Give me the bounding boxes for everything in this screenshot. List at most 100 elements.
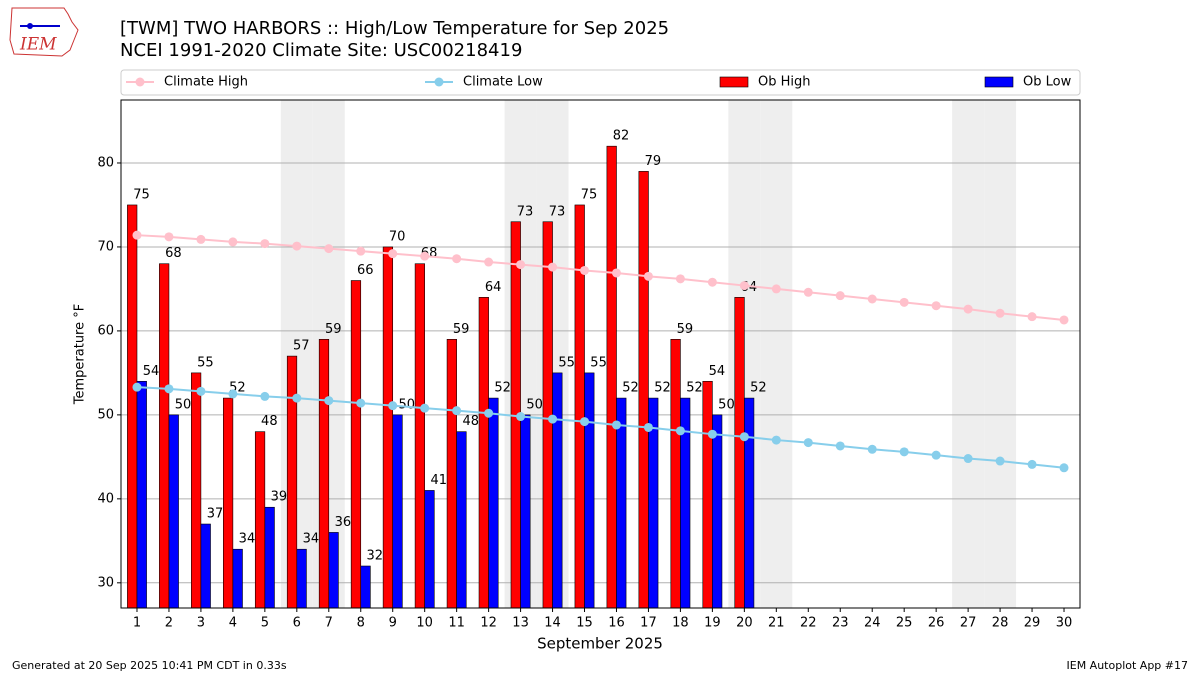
legend-swatch [719,76,749,88]
y-tick-label: 80 [97,155,114,170]
bar-value-label: 82 [613,129,630,144]
bar [702,380,713,609]
bar-value-label: 70 [389,229,406,244]
bar [159,263,170,609]
bar-value-label: 52 [494,381,511,396]
line-point [132,230,142,240]
x-axis-label: September 2025 [537,635,663,653]
line-point [420,251,430,261]
line-point [356,246,366,256]
line-point [643,422,653,432]
bar [670,339,681,609]
bar [606,145,617,609]
x-tick-label: 11 [448,616,465,631]
line-point [484,408,494,418]
x-tick-label: 30 [1056,616,1073,631]
line-point [196,234,206,244]
bar [168,414,179,609]
y-tick-label: 60 [97,323,114,338]
weekend-band [760,100,793,608]
x-tick-label: 19 [704,616,721,631]
line-point [899,297,909,307]
bar [318,339,330,609]
bar-value-label: 57 [293,339,310,354]
x-tick-label: 26 [928,616,945,631]
line-point [388,401,398,411]
bar [191,372,202,609]
legend-label: Ob High [758,75,811,90]
x-tick-label: 25 [896,616,913,631]
line-point [707,429,717,439]
line-point [835,291,845,301]
bar [478,297,489,609]
line-point [963,304,973,314]
line-point [611,268,621,278]
line-point [995,308,1005,318]
line-point [835,441,845,451]
x-tick-label: 1 [133,616,141,631]
x-tick-label: 12 [480,616,497,631]
line-point [260,391,270,401]
bar [232,548,243,609]
line-point [260,239,270,249]
line-point [324,244,334,254]
bar [744,397,755,609]
x-tick-label: 23 [832,616,849,631]
line-point [324,396,334,406]
bar [264,506,275,609]
x-tick-label: 5 [261,616,269,631]
line-point [899,447,909,457]
legend-swatch [135,77,145,87]
x-tick-label: 15 [576,616,593,631]
y-tick-label: 40 [97,491,114,506]
line-point [580,417,590,427]
line-point [995,456,1005,466]
line-point [228,389,238,399]
bar [712,414,723,609]
line-point [771,284,781,294]
x-tick-label: 10 [416,616,433,631]
bar [584,372,595,609]
bar [200,523,211,609]
line-point [867,444,877,454]
x-tick-label: 7 [325,616,333,631]
bar-value-label: 54 [709,364,726,379]
bar [638,171,649,609]
y-axis-label: Temperature °F [73,304,88,405]
bar [414,263,425,609]
line-point [356,398,366,408]
bar [734,297,745,609]
x-tick-label: 18 [672,616,689,631]
bar-value-label: 37 [207,507,224,522]
bar [574,204,585,609]
x-tick-label: 21 [768,616,785,631]
bar [446,339,457,609]
line-point [548,414,558,424]
weekend-band [984,100,1017,608]
chart-title: [TWM] TWO HARBORS :: High/Low Temperatur… [120,18,669,39]
x-tick-label: 3 [197,616,205,631]
bar [424,490,435,609]
bar-value-label: 73 [517,204,534,219]
line-point [739,281,749,291]
bar-value-label: 39 [271,490,288,505]
bar [392,414,403,609]
legend: Climate High Climate Low Ob High Ob Low [120,69,1081,96]
footer-right: IEM Autoplot App #17 [1067,659,1189,672]
logo: IEM [9,7,79,57]
legend-frame [120,69,1081,96]
line-point [132,382,142,392]
x-tick-label: 22 [800,616,817,631]
y-tick-label: 30 [97,575,114,590]
footer-left: Generated at 20 Sep 2025 10:41 PM CDT in… [12,659,287,672]
legend-swatch [984,76,1014,88]
line-point [675,274,685,284]
x-tick-label: 9 [389,616,397,631]
bar [552,372,563,609]
x-tick-label: 27 [960,616,977,631]
bar-value-label: 75 [133,187,150,202]
x-tick-label: 14 [544,616,561,631]
line-point [292,241,302,251]
line-point [963,454,973,464]
